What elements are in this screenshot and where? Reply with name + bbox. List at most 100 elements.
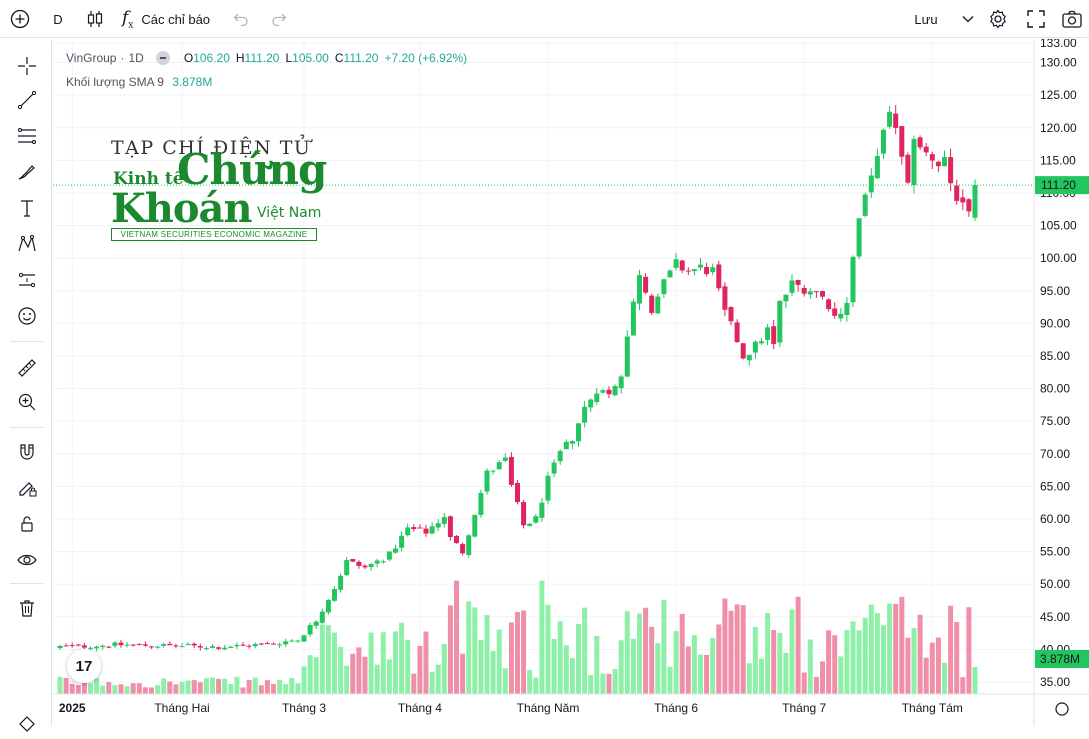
- volume-bar: [557, 621, 563, 694]
- chart-area[interactable]: 35.00 40.00 45.00 50.00 55.00 60.00 65.00 70.00…: [53, 39, 1089, 726]
- logo-kinh-te: Kinh tế: [113, 169, 184, 189]
- volume-bar: [149, 687, 154, 694]
- volume-legend[interactable]: Khối lượng SMA 9 3.878M: [66, 75, 212, 89]
- magnet-icon[interactable]: [10, 437, 44, 467]
- candle-body: [179, 646, 185, 648]
- volume-bar: [521, 610, 527, 694]
- fullscreen-icon[interactable]: [1022, 5, 1050, 33]
- volume-bar: [856, 630, 862, 694]
- candle-body: [557, 451, 563, 462]
- tradingview-logo[interactable]: 17: [67, 649, 101, 683]
- candle-body: [868, 175, 874, 193]
- chart-type-candles-icon[interactable]: [82, 5, 108, 33]
- candle-body: [277, 644, 283, 646]
- object-tree-icon[interactable]: [12, 709, 42, 739]
- candle-body: [637, 275, 642, 304]
- volume-bar: [759, 658, 764, 694]
- legend-o-label: O: [183, 51, 194, 65]
- zoom-in-icon[interactable]: [10, 387, 44, 417]
- volume-bar: [313, 657, 319, 694]
- candle-body: [832, 308, 838, 316]
- volume-bar: [539, 580, 545, 694]
- chevron-down-icon[interactable]: [958, 5, 978, 33]
- symbol-legend[interactable]: VinGroup · 1D O 106.20 H 111.20 L 105.00…: [66, 51, 473, 65]
- candle-body: [136, 644, 142, 646]
- candle-body: [667, 270, 673, 278]
- candle-body: [197, 646, 203, 648]
- brush-icon[interactable]: [10, 157, 44, 187]
- volume-bar: [289, 677, 295, 694]
- volume-bar: [643, 607, 649, 694]
- volume-bar: [368, 632, 374, 694]
- candle-body: [423, 528, 429, 534]
- crosshair-icon[interactable]: [10, 51, 44, 81]
- trash-icon[interactable]: [10, 593, 44, 623]
- save-button[interactable]: Lưu: [914, 11, 938, 27]
- volume-bar: [136, 683, 142, 694]
- fib-retracement-icon[interactable]: [10, 121, 44, 151]
- volume-bar: [679, 613, 685, 694]
- volume-bar: [576, 624, 581, 694]
- price-chart[interactable]: 35.0040.0045.0050.0055.0060.0065.0070.00…: [53, 39, 1089, 726]
- logo-line-1: TẠP CHÍ ĐIỆN TỬ: [111, 137, 312, 159]
- legend-l-label: L: [285, 51, 293, 65]
- volume-bar: [435, 664, 441, 694]
- redo-icon[interactable]: [266, 5, 292, 33]
- logo-viet-nam: Việt Nam: [257, 205, 322, 221]
- volume-bar: [264, 680, 270, 694]
- interval-button[interactable]: D: [53, 11, 63, 27]
- candle-body: [649, 295, 655, 313]
- settings-gear-icon[interactable]: [984, 5, 1012, 33]
- top-toolbar: D fx Các chỉ báo Lưu: [0, 0, 1089, 38]
- candle-body: [624, 336, 630, 377]
- candle-body: [295, 640, 301, 642]
- candle-body: [813, 291, 819, 293]
- prediction-tool-icon[interactable]: [10, 265, 44, 295]
- candle-body: [539, 502, 545, 518]
- volume-bar: [960, 677, 966, 694]
- undo-icon[interactable]: [228, 5, 254, 33]
- volume-bar: [130, 683, 136, 694]
- volume-bar: [222, 678, 228, 694]
- camera-snapshot-icon[interactable]: [1058, 5, 1086, 33]
- volume-bar: [112, 685, 118, 694]
- volume-bar: [795, 596, 801, 694]
- volume-bar: [216, 678, 222, 694]
- price-tick-label: 115.00: [1040, 153, 1076, 167]
- volume-bar: [142, 687, 148, 694]
- ruler-measure-icon[interactable]: [10, 353, 44, 383]
- candle-body: [502, 457, 508, 461]
- indicators-button[interactable]: fx Các chỉ báo: [122, 5, 222, 33]
- eye-visibility-icon[interactable]: [10, 545, 44, 575]
- candle-body: [496, 462, 502, 470]
- volume-bar: [393, 631, 398, 694]
- pattern-icon[interactable]: [10, 229, 44, 259]
- candle-body: [484, 470, 490, 492]
- emoji-icon[interactable]: [10, 301, 44, 331]
- candle-body: [112, 642, 118, 646]
- lock-icon[interactable]: [10, 509, 44, 539]
- trend-line-icon[interactable]: [10, 85, 44, 115]
- volume-bar: [685, 646, 691, 694]
- candle-body: [106, 646, 112, 648]
- volume-bar: [911, 628, 917, 694]
- candle-body: [411, 527, 417, 530]
- volume-bar: [899, 596, 905, 694]
- volume-bar: [777, 632, 783, 694]
- volume-bar: [630, 638, 636, 694]
- volume-bar: [545, 604, 551, 694]
- lock-drawing-pencil-icon[interactable]: [10, 473, 44, 503]
- add-symbol-plus-icon[interactable]: [6, 5, 34, 33]
- text-tool-icon[interactable]: [10, 193, 44, 223]
- volume-bar: [746, 663, 752, 694]
- volume-bar: [441, 643, 447, 694]
- volume-bar: [332, 632, 337, 694]
- candle-body: [380, 561, 386, 563]
- volume-bar: [710, 637, 716, 694]
- scale-settings-icon[interactable]: [1055, 702, 1069, 716]
- candle-body: [874, 155, 880, 179]
- legend-collapse-icon[interactable]: [155, 51, 170, 65]
- candle-body: [161, 644, 167, 646]
- volume-bar: [350, 653, 356, 694]
- candle-body: [356, 561, 362, 566]
